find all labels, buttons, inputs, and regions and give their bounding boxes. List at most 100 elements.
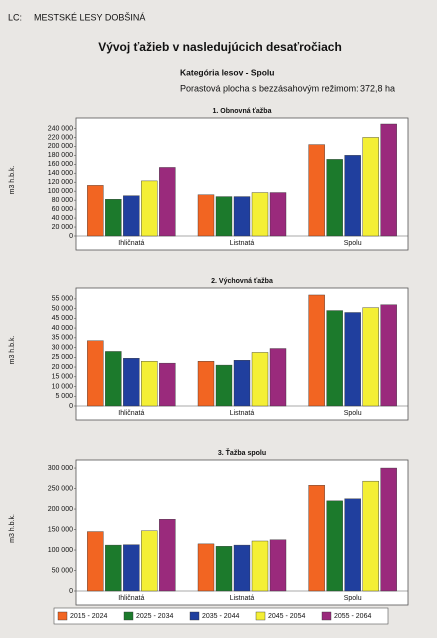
bar <box>269 192 287 237</box>
legend-label: 2055 - 2064 <box>334 613 371 620</box>
bar <box>87 340 104 407</box>
x-tick-label: Ihličnatá <box>118 240 144 247</box>
bar <box>326 159 343 237</box>
bar <box>87 531 104 592</box>
y-tick-label: 180 000 <box>48 152 73 159</box>
bar <box>141 361 158 407</box>
y-tick-label: 15 000 <box>52 374 74 381</box>
legend-frame <box>53 607 389 625</box>
bar <box>123 358 140 407</box>
y-tick-label: 25 000 <box>52 354 74 361</box>
bar <box>308 294 325 407</box>
y-tick-label: 300 000 <box>48 465 73 472</box>
y-tick-label: 150 000 <box>48 526 73 533</box>
legend-swatch <box>57 611 68 621</box>
y-tick-label: 240 000 <box>48 125 73 132</box>
page-title: Vývoj ťažieb v nasledujúcich desaťročiac… <box>98 40 342 54</box>
y-tick-label: 80 000 <box>52 197 74 204</box>
y-axis-label: m3 h.b.k. <box>9 336 16 365</box>
bar <box>233 360 251 407</box>
bar <box>251 540 269 592</box>
bar <box>344 155 361 237</box>
code: LC: <box>8 12 22 22</box>
bar <box>380 304 397 407</box>
bar <box>105 544 122 592</box>
bar <box>344 312 361 407</box>
y-tick-label: 60 000 <box>52 206 74 213</box>
bar <box>159 167 176 237</box>
y-tick-label: 20 000 <box>52 224 74 231</box>
x-tick-label: Listnatá <box>230 410 255 417</box>
area-label: Porastová plocha s bezzásahovým režimom: <box>180 83 359 93</box>
category: Kategória lesov - Spolu <box>180 67 274 77</box>
bar <box>159 362 176 407</box>
legend-label: 2035 - 2044 <box>202 613 239 620</box>
y-tick-label: 5 000 <box>55 393 73 400</box>
y-tick-label: 250 000 <box>48 485 73 492</box>
y-tick-label: 45 000 <box>52 315 74 322</box>
y-tick-label: 10 000 <box>52 383 74 390</box>
y-tick-label: 220 000 <box>48 134 73 141</box>
bar <box>380 123 397 237</box>
y-tick-label: 20 000 <box>52 364 74 371</box>
bar <box>141 530 158 592</box>
x-tick-label: Spolu <box>344 240 362 247</box>
bar <box>233 196 251 237</box>
x-tick-label: Ihličnatá <box>118 595 144 602</box>
bar <box>123 544 140 592</box>
y-axis-label: m3 h.b.k. <box>9 166 16 195</box>
y-tick-label: 50 000 <box>52 305 74 312</box>
bar <box>197 543 215 592</box>
bar <box>326 500 343 592</box>
bar <box>197 361 215 407</box>
y-tick-label: 120 000 <box>48 179 73 186</box>
bar <box>215 364 233 407</box>
area-value: 372,8 ha <box>360 83 395 93</box>
bar <box>344 498 361 592</box>
bar <box>215 546 233 592</box>
y-tick-label: 140 000 <box>48 170 73 177</box>
y-tick-label: 200 000 <box>48 506 73 513</box>
legend-swatch <box>255 611 266 621</box>
legend-label: 2045 - 2054 <box>268 613 305 620</box>
bar <box>362 480 379 592</box>
legend-label: 2015 - 2024 <box>70 613 107 620</box>
chart-title: 3. Ťažba spolu <box>218 448 266 457</box>
bar <box>197 194 215 237</box>
y-tick-label: 100 000 <box>48 188 73 195</box>
y-tick-label: 40 000 <box>52 325 74 332</box>
x-tick-label: Listnatá <box>230 240 255 247</box>
y-tick-label: 160 000 <box>48 161 73 168</box>
y-tick-label: 55 000 <box>52 296 74 303</box>
y-tick-label: 0 <box>69 588 73 595</box>
chart-title: 1. Obnovná ťažba <box>213 108 272 115</box>
bar <box>269 348 287 407</box>
bar <box>141 180 158 237</box>
y-tick-label: 40 000 <box>52 215 74 222</box>
bar <box>105 199 122 237</box>
legend-swatch <box>189 611 200 621</box>
bar <box>87 185 104 237</box>
y-tick-label: 200 000 <box>48 143 73 150</box>
y-tick-label: 100 000 <box>48 547 73 554</box>
bar <box>123 195 140 237</box>
bar <box>308 144 325 237</box>
bar <box>308 485 325 592</box>
bar <box>362 307 379 407</box>
bar <box>233 544 251 592</box>
x-tick-label: Spolu <box>344 595 362 602</box>
bar <box>215 196 233 237</box>
y-tick-label: 50 000 <box>52 567 74 574</box>
bar <box>105 351 122 407</box>
legend-swatch <box>321 611 332 621</box>
bar <box>159 519 176 592</box>
bar <box>362 137 379 237</box>
y-tick-label: 0 <box>69 403 73 410</box>
legend-swatch <box>123 611 134 621</box>
legend-label: 2025 - 2034 <box>136 613 173 620</box>
x-tick-label: Spolu <box>344 410 362 417</box>
y-tick-label: 0 <box>69 233 73 240</box>
bar <box>251 192 269 237</box>
